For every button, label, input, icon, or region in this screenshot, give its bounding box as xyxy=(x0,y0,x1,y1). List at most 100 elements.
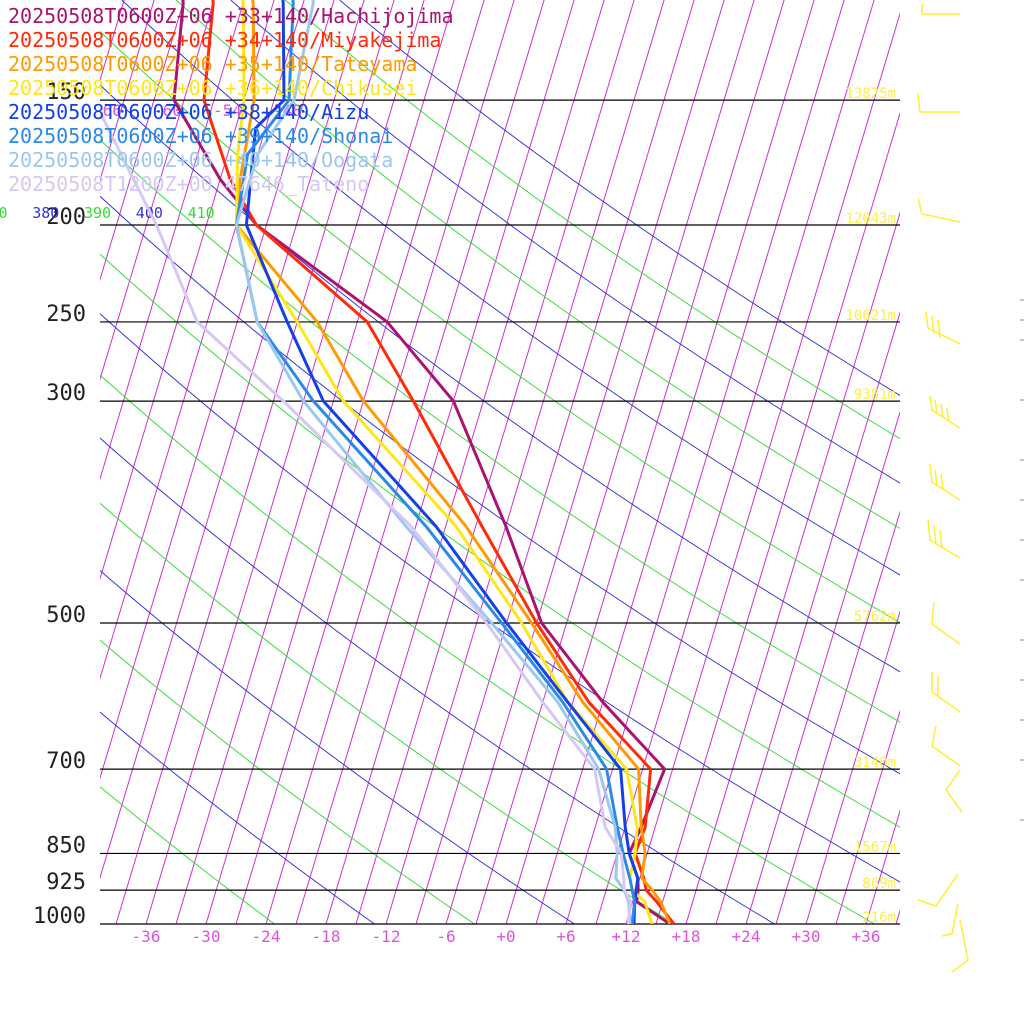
height-label: 12043m xyxy=(845,211,896,227)
legend-entry-6: 20250508T0600Z+06 +39+140/Shonai xyxy=(8,124,394,148)
height-label: 5762m xyxy=(854,609,896,625)
isotherm-line xyxy=(175,0,455,924)
isotherm-top-label: -54 xyxy=(213,101,242,120)
isotherm-line xyxy=(835,709,900,924)
height-label: 3140m xyxy=(854,755,896,771)
theta-label: 390 xyxy=(84,204,111,222)
x-tick-label: +12 xyxy=(612,927,641,946)
dry-adiabat-line xyxy=(121,0,900,576)
series-line-3 xyxy=(234,0,672,924)
wind-barb xyxy=(925,311,961,345)
grid-group xyxy=(0,0,1024,924)
isotherm-line xyxy=(295,0,575,924)
isotherm-line xyxy=(895,908,900,924)
isotherm-line xyxy=(235,0,515,924)
dry-adiabat-line xyxy=(100,195,900,775)
x-tick-label: -36 xyxy=(132,927,161,946)
isotherm-line xyxy=(100,0,335,780)
isotherm-line xyxy=(775,510,900,924)
height-label: 13825m xyxy=(845,86,896,102)
dry-adiabat-line xyxy=(100,502,675,924)
wind-barbs xyxy=(917,4,969,973)
dry-adiabat-line xyxy=(100,30,900,624)
legend-entry-7: 20250508T0600Z+06 +40+140/Oogata xyxy=(8,148,394,172)
isotherm-line xyxy=(625,11,900,924)
x-tick-label: -18 xyxy=(312,927,341,946)
theta-label: 370 xyxy=(0,204,8,222)
wind-barb xyxy=(931,601,961,645)
x-tick-label: -12 xyxy=(372,927,401,946)
isotherm-line xyxy=(445,0,725,924)
isotherm-line xyxy=(986,0,1024,924)
series-line-6 xyxy=(234,0,637,924)
dry-adiabat-line xyxy=(100,639,475,924)
isotherm-line xyxy=(385,0,665,924)
wind-barb xyxy=(929,463,961,501)
isotherm-line xyxy=(926,0,1024,924)
x-tick-label: -6 xyxy=(436,927,455,946)
wind-barb xyxy=(931,672,961,713)
dry-adiabat-line xyxy=(100,84,900,673)
isobar-label: 500 xyxy=(46,603,86,628)
dry-adiabat-line xyxy=(100,437,775,924)
theta-label: 410 xyxy=(188,204,215,222)
isotherm-line xyxy=(685,211,900,924)
legend-entry-3: 20250508T0600Z+06 +35+140/Tateyama xyxy=(8,52,418,76)
wind-barb xyxy=(917,197,961,223)
isotherm-line xyxy=(565,0,845,924)
legend-entry-5: 20250508T0600Z+06 +38+140/Aizu xyxy=(8,100,370,124)
isobar-label: 250 xyxy=(46,302,86,327)
wind-barb xyxy=(927,519,961,559)
theta-label: 380 xyxy=(32,204,59,222)
isotherm-line xyxy=(265,0,545,924)
dry-adiabat-line xyxy=(175,0,900,529)
isotherm-line xyxy=(325,0,605,924)
isobar-label: 700 xyxy=(46,749,86,774)
isotherm-line xyxy=(100,0,365,880)
series-line-7 xyxy=(234,0,632,924)
dry-adiabat-line xyxy=(100,711,375,924)
isotherm-line xyxy=(355,0,635,924)
isotherm-line xyxy=(535,0,815,924)
height-label: 1567m xyxy=(854,839,896,855)
series-line-4 xyxy=(234,0,654,924)
isotherm-line xyxy=(100,0,185,282)
x-tick-label: +0 xyxy=(496,927,515,946)
isobar-label: 150 xyxy=(46,80,86,105)
isobar-label: 850 xyxy=(46,833,86,858)
isotherm-line xyxy=(745,410,900,924)
wind-barb xyxy=(929,395,961,429)
isotherm-line xyxy=(655,111,900,924)
wind-barb xyxy=(917,93,960,113)
isobar-label: 1000 xyxy=(33,904,86,929)
x-tick-label: +24 xyxy=(732,927,761,946)
x-tick-label: -30 xyxy=(192,927,221,946)
dry-adiabat-line xyxy=(339,0,900,396)
legend: 20250508T0600Z+06 +33+140/Hachijojima 202… xyxy=(8,4,454,196)
isotherm-line xyxy=(1016,0,1024,924)
isobar-label: 925 xyxy=(46,870,86,895)
wind-barb xyxy=(945,769,963,813)
dry-adiabat-line xyxy=(100,569,575,924)
height-label: 10621m xyxy=(845,308,896,324)
dry-adiabat-line xyxy=(284,0,900,440)
x-tick-label: +36 xyxy=(852,927,881,946)
dry-adiabat-line xyxy=(100,312,900,883)
isotherm-line xyxy=(100,0,275,581)
height-label: 216m xyxy=(862,910,896,926)
isotherm-line xyxy=(100,0,245,481)
dry-adiabat-line xyxy=(100,374,875,924)
isotherm-top-label: -60 xyxy=(153,101,182,120)
dry-adiabat-line xyxy=(230,0,900,484)
isotherm-line xyxy=(115,0,395,924)
wind-barb xyxy=(951,919,969,973)
x-tick-label: -24 xyxy=(252,927,281,946)
dry-adiabat-line xyxy=(100,253,900,828)
isotherm-line xyxy=(100,0,155,182)
wind-barb xyxy=(941,903,959,937)
isotherm-line xyxy=(100,0,215,381)
wind-barb xyxy=(931,725,961,767)
isotherm-line xyxy=(0,0,4,924)
x-tick-label: +18 xyxy=(672,927,701,946)
